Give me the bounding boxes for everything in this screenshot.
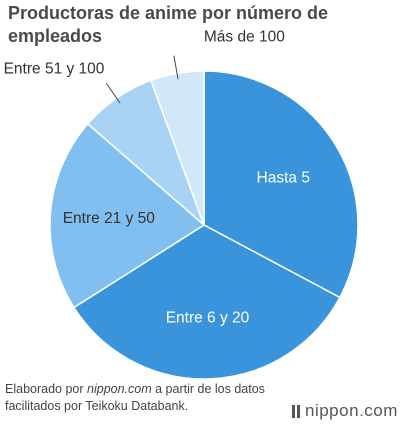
pie-slice-entre-6-y-20	[72, 224, 341, 380]
source-prefix: Elaborado por	[5, 382, 88, 396]
slice-label-entre-51-y-100: Entre 51 y 100	[4, 60, 105, 77]
slice-label-hasta-5: Hasta 5	[257, 169, 310, 186]
source-site: nippon.com	[87, 382, 152, 396]
source-note: Elaborado por nippon.com a partir de los…	[5, 381, 265, 415]
slice-label-mas-de-100: Más de 100	[204, 29, 285, 46]
chart-title: Productoras de anime por número de emple…	[8, 3, 329, 46]
source-suffix: a partir de los datos facilitados por Te…	[5, 382, 265, 413]
nippon-logo: nippon. com	[292, 401, 398, 421]
logo-text-nippon: nippon	[305, 401, 360, 420]
logo-dot: .	[359, 401, 365, 420]
pie-slice-entre-21-y-50	[49, 122, 206, 309]
logo-mark-icon	[297, 404, 300, 418]
logo-text-com: com	[364, 401, 398, 420]
slice-label-entre-6-y-20: Entre 6 y 20	[166, 309, 250, 326]
logo-mark-icon	[292, 404, 295, 418]
pie-slice-hasta-5	[203, 70, 359, 299]
slice-label-entre-21-y-50: Entre 21 y 50	[63, 210, 156, 227]
leader-line-entre-51-y-100	[106, 83, 121, 104]
leader-line-mas-de-100	[173, 55, 179, 80]
